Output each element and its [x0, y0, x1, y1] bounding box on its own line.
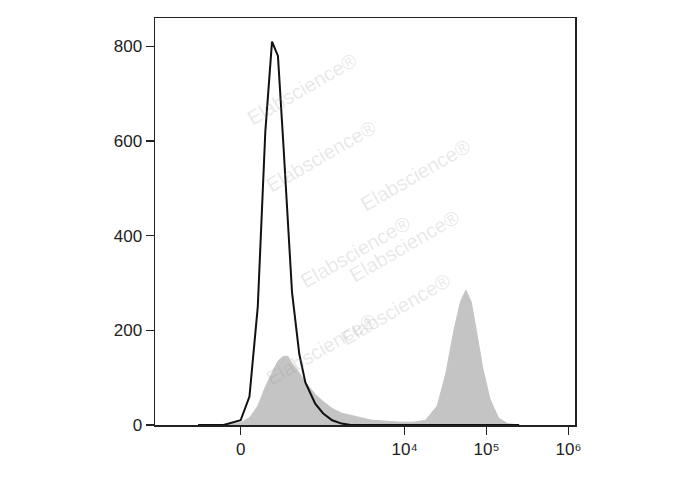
svg-text:10⁵: 10⁵: [474, 440, 500, 459]
svg-text:Elabscience®: Elabscience®: [357, 135, 474, 215]
svg-text:Elabscience®: Elabscience®: [243, 49, 360, 129]
svg-text:Elabscience®: Elabscience®: [297, 212, 414, 292]
svg-text:Elabscience®: Elabscience®: [346, 206, 463, 286]
svg-text:200: 200: [114, 321, 142, 340]
svg-text:10⁶: 10⁶: [556, 440, 582, 459]
svg-text:600: 600: [114, 132, 142, 151]
svg-text:Elabscience®: Elabscience®: [263, 309, 380, 389]
svg-text:0: 0: [236, 440, 245, 459]
svg-text:Elabscience®: Elabscience®: [263, 116, 380, 196]
svg-text:400: 400: [114, 227, 142, 246]
svg-text:10⁴: 10⁴: [391, 440, 417, 459]
svg-text:Elabscience®: Elabscience®: [337, 269, 454, 349]
svg-text:0: 0: [133, 416, 142, 435]
svg-text:800: 800: [114, 37, 142, 56]
